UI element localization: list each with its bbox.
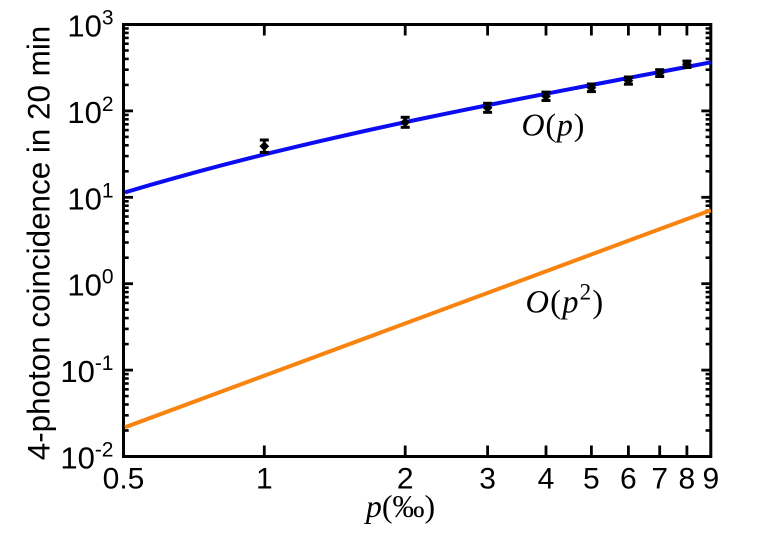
svg-text:10-1: 10-1 (60, 352, 113, 389)
svg-text:4: 4 (538, 463, 555, 496)
svg-text:6: 6 (620, 463, 637, 496)
svg-text:8: 8 (679, 463, 696, 496)
svg-text:O(p): O(p) (522, 107, 586, 143)
svg-text:9: 9 (702, 463, 719, 496)
svg-text:3: 3 (479, 463, 496, 496)
svg-text:5: 5 (583, 463, 600, 496)
svg-text:0.5: 0.5 (103, 463, 145, 496)
svg-text:1: 1 (256, 463, 273, 496)
svg-text:7: 7 (651, 463, 668, 496)
svg-text:O(p2): O(p2) (526, 280, 605, 321)
svg-text:p(‰): p(‰) (364, 488, 435, 524)
svg-text:4-photon coincidence in 20 min: 4-photon coincidence in 20 min (22, 26, 57, 461)
svg-text:2: 2 (397, 463, 414, 496)
